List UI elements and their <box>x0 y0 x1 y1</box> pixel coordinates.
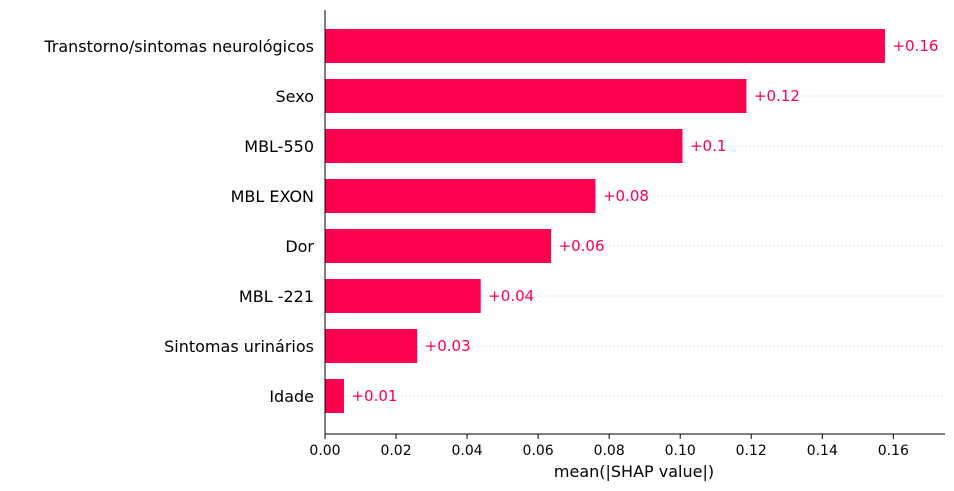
value-labels: +0.16 +0.12 +0.1 +0.08 +0.06 +0.04 +0.03 +0.01 <box>351 37 938 405</box>
x-tick-label: 0.04 <box>451 443 482 459</box>
feature-label: Dor <box>285 237 314 256</box>
value-label: +0.01 <box>351 387 397 405</box>
feature-labels: Transtorno/sintomas neurológicos Sexo MBL-… <box>43 37 314 406</box>
feature-label: Transtorno/sintomas neurológicos <box>43 37 314 56</box>
bars <box>325 29 885 413</box>
x-tick-label: 0.02 <box>380 443 411 459</box>
value-label: +0.12 <box>754 87 800 105</box>
value-label: +0.04 <box>488 287 534 305</box>
feature-label: MBL-550 <box>244 137 314 156</box>
bar <box>325 379 344 413</box>
bar <box>325 229 552 263</box>
feature-label: Sexo <box>276 87 314 106</box>
x-tick-label: 0.16 <box>878 443 909 459</box>
x-tick-label: 0.10 <box>665 443 696 459</box>
value-label: +0.16 <box>892 37 938 55</box>
bar <box>325 179 596 213</box>
x-tick-label: 0.06 <box>523 443 554 459</box>
x-tick-label: 0.08 <box>594 443 625 459</box>
value-label: +0.06 <box>559 237 605 255</box>
x-tick-label: 0.14 <box>807 443 838 459</box>
feature-label: MBL -221 <box>239 287 314 306</box>
x-axis-title: mean(|SHAP value|) <box>554 462 714 481</box>
bar <box>325 79 747 113</box>
x-tick-label: 0.00 <box>309 443 340 459</box>
x-ticks: 0.00 0.02 0.04 0.06 0.08 0.10 0.12 0.14 0.16 <box>309 434 909 459</box>
value-label: +0.1 <box>690 137 726 155</box>
bar <box>325 279 481 313</box>
value-label: +0.08 <box>603 187 649 205</box>
value-label: +0.03 <box>425 337 471 355</box>
bar <box>325 29 885 63</box>
feature-label: Sintomas urinários <box>164 337 314 356</box>
feature-label: Idade <box>269 387 314 406</box>
bar <box>325 329 418 363</box>
bar <box>325 129 683 163</box>
x-tick-label: 0.12 <box>736 443 767 459</box>
feature-label: MBL EXON <box>231 187 314 206</box>
